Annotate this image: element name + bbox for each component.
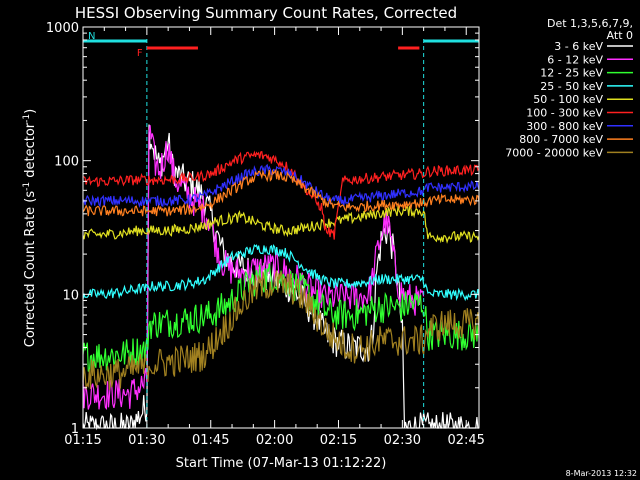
- legend-header-line1: Det 1,3,5,6,7,9,: [547, 17, 633, 30]
- series-1: [82, 125, 425, 410]
- flag-label-1: N: [88, 31, 95, 42]
- series-line-5: [82, 150, 480, 240]
- series-2: [82, 263, 480, 373]
- y-tick-label-0: 1: [71, 422, 79, 437]
- x-axis: 01:15 01:30 01:45 02:00 02:15 02:30 02:45: [64, 27, 485, 448]
- y-axis: 1 10 100 1000: [46, 21, 479, 437]
- timestamp: 8-Mar-2013 12:32: [566, 469, 637, 478]
- y-axis-label-sup1: -1: [22, 182, 32, 191]
- legend-label-3: 25 - 50 keV: [540, 80, 603, 93]
- legend-label-1: 6 - 12 keV: [547, 53, 603, 66]
- series-line-6: [82, 163, 480, 208]
- chart-title: HESSI Observing Summary Count Rates, Cor…: [75, 4, 457, 22]
- y-axis-label-main: Corrected Count Rate (s: [23, 191, 38, 348]
- series-7: [82, 168, 480, 217]
- series-line-1: [82, 125, 425, 410]
- plot-frame: [82, 26, 480, 429]
- x-axis-label: Start Time (07-Mar-13 01:12:22): [176, 456, 387, 471]
- legend-label-2: 12 - 25 keV: [540, 67, 603, 80]
- series-line-3: [82, 244, 480, 302]
- series-4: [82, 204, 480, 244]
- series-line-2: [82, 263, 480, 373]
- series-6: [82, 163, 480, 208]
- series-8: [82, 270, 480, 390]
- y-tick-label-2: 100: [54, 155, 79, 170]
- y-axis-label: Corrected Count Rate (s-1 detector-1): [22, 109, 38, 347]
- series-line-4: [82, 204, 480, 244]
- series-5: [82, 150, 480, 240]
- legend-label-0: 3 - 6 keV: [554, 40, 603, 53]
- legend-label-4: 50 - 100 keV: [533, 93, 603, 106]
- series-line-7: [82, 168, 480, 217]
- y-axis-label-end: ): [23, 109, 38, 114]
- legend-label-6: 300 - 800 keV: [526, 120, 603, 133]
- x-tick-label-6: 02:45: [447, 433, 484, 448]
- legend-label-5: 100 - 300 keV: [526, 107, 603, 120]
- legend-label-8: 7000 - 20000 keV: [505, 146, 603, 159]
- y-axis-label-mid: detector: [23, 122, 38, 182]
- x-tick-label-5: 02:30: [384, 433, 421, 448]
- y-tick-label-1: 10: [62, 288, 79, 303]
- legend-header-line2: Att 0: [607, 29, 633, 42]
- x-tick-label-0: 01:15: [64, 433, 101, 448]
- y-axis-label-sup2: -1: [22, 114, 32, 123]
- x-tick-label-1: 01:30: [128, 433, 165, 448]
- series-3: [82, 244, 480, 302]
- flag-label-0: F: [137, 48, 143, 59]
- series-line-8: [82, 270, 480, 390]
- legend-label-7: 800 - 7000 keV: [519, 133, 603, 146]
- y-tick-label-3: 1000: [46, 21, 79, 36]
- x-tick-label-2: 01:45: [192, 433, 229, 448]
- x-tick-label-3: 02:00: [256, 433, 293, 448]
- x-tick-label-4: 02:15: [320, 433, 357, 448]
